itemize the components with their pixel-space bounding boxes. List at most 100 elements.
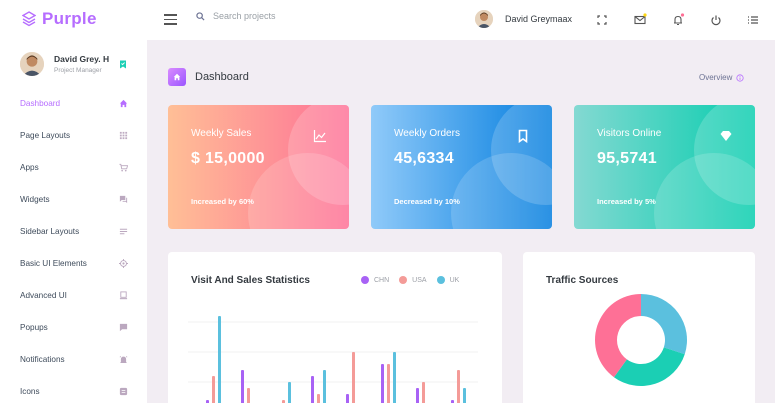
bar-chn-7[interactable] bbox=[416, 388, 419, 403]
bar-usa-7[interactable] bbox=[422, 382, 425, 403]
donut-slice-0[interactable] bbox=[641, 294, 687, 355]
bar-uk-3[interactable] bbox=[288, 382, 291, 403]
bar-uk-1[interactable] bbox=[218, 316, 221, 403]
legend-dot bbox=[436, 276, 445, 284]
lines-icon bbox=[119, 228, 128, 234]
bar-usa-2[interactable] bbox=[247, 388, 250, 403]
power-icon[interactable] bbox=[709, 13, 723, 27]
search-input[interactable] bbox=[213, 11, 373, 21]
brand[interactable]: Purple bbox=[22, 9, 97, 29]
bar-chn-4[interactable] bbox=[311, 376, 314, 403]
sidebar-profile[interactable]: David Grey. H Project Manager bbox=[20, 52, 130, 76]
legend-dot bbox=[361, 276, 369, 284]
profile-role: Project Manager bbox=[54, 67, 102, 74]
sidebar-item-basic-ui-elements[interactable]: Basic UI Elements bbox=[20, 256, 128, 270]
chart-legend: CHN USA UK bbox=[361, 276, 469, 284]
page-header: Dashboard bbox=[168, 68, 249, 86]
crosshair-icon bbox=[119, 258, 128, 268]
stat-subtext: Decreased by 10% bbox=[394, 197, 460, 206]
chart-line-icon bbox=[313, 130, 326, 143]
mail-icon[interactable] bbox=[633, 13, 647, 27]
brand-logo-icon bbox=[22, 11, 36, 27]
diamond-icon bbox=[720, 131, 732, 141]
legend-item-usa[interactable]: USA bbox=[399, 276, 427, 284]
bar-chn-8[interactable] bbox=[451, 400, 454, 403]
stat-card-weekly-orders: Weekly Orders 45,6334 Decreased by 10% bbox=[371, 105, 552, 229]
list-icon[interactable] bbox=[746, 13, 760, 27]
stat-title: Weekly Sales bbox=[191, 128, 252, 139]
bar-usa-1[interactable] bbox=[212, 376, 215, 403]
donut-slice-1[interactable] bbox=[613, 347, 685, 386]
stat-value: 45,6334 bbox=[394, 150, 454, 167]
bar-chn-1[interactable] bbox=[206, 400, 209, 403]
sidebar-item-popups[interactable]: Popups bbox=[20, 320, 128, 334]
bookmark-check-icon bbox=[120, 60, 126, 69]
bookmark-icon bbox=[518, 129, 528, 143]
sidebar-item-label: Notifications bbox=[20, 354, 65, 364]
sidebar-item-label: Page Layouts bbox=[20, 130, 71, 140]
apps-grid-icon bbox=[119, 131, 128, 139]
sidebar-item-page-layouts[interactable]: Page Layouts bbox=[20, 128, 128, 142]
page-title: Dashboard bbox=[195, 71, 249, 83]
visit-sales-bar-chart bbox=[188, 316, 478, 403]
sidebar-item-advanced-ui[interactable]: Advanced UI bbox=[20, 288, 128, 302]
fullscreen-icon[interactable] bbox=[595, 13, 609, 27]
stat-subtext: Increased by 60% bbox=[191, 197, 254, 206]
legend-label: USA bbox=[412, 276, 427, 284]
brand-name: Purple bbox=[42, 9, 97, 28]
sidebar-item-notifications[interactable]: Notifications bbox=[20, 352, 128, 366]
donut-slice-2[interactable] bbox=[595, 294, 641, 378]
sidebar-item-widgets[interactable]: Widgets bbox=[20, 192, 128, 206]
bar-usa-8[interactable] bbox=[457, 370, 460, 403]
top-user-menu[interactable]: David Greymaax bbox=[475, 10, 572, 28]
sidebar-item-label: Advanced UI bbox=[20, 290, 67, 300]
chat-icon bbox=[119, 195, 128, 203]
sidebar-item-label: Icons bbox=[20, 386, 40, 396]
bar-chn-2[interactable] bbox=[241, 370, 244, 403]
bar-chn-6[interactable] bbox=[381, 364, 384, 403]
menu-toggle-button[interactable] bbox=[164, 14, 177, 25]
stat-value: $ 15,0000 bbox=[191, 150, 265, 167]
info-circle-icon bbox=[736, 73, 744, 82]
search-icon bbox=[196, 11, 205, 21]
home-icon bbox=[119, 99, 128, 107]
overview-label: Overview bbox=[699, 73, 733, 82]
stat-title: Weekly Orders bbox=[394, 128, 460, 139]
sidebar-item-dashboard[interactable]: Dashboard bbox=[20, 96, 128, 110]
stat-title: Visitors Online bbox=[597, 128, 662, 139]
legend-label: CHN bbox=[374, 276, 390, 284]
traffic-sources-panel: Traffic Sources bbox=[523, 252, 755, 403]
bar-uk-6[interactable] bbox=[393, 352, 396, 403]
sidebar-item-label: Widgets bbox=[20, 194, 50, 204]
bar-usa-3[interactable] bbox=[282, 400, 285, 403]
stat-value: 95,5741 bbox=[597, 150, 657, 167]
bar-uk-4[interactable] bbox=[323, 370, 326, 403]
sidebar-item-label: Dashboard bbox=[20, 98, 61, 108]
overview-link[interactable]: Overview bbox=[699, 73, 744, 82]
legend-item-uk[interactable]: UK bbox=[436, 276, 460, 284]
bell-icon[interactable] bbox=[671, 13, 685, 27]
stat-card-visitors-online: Visitors Online 95,5741 Increased by 5% bbox=[574, 105, 755, 229]
legend-label: UK bbox=[449, 276, 460, 284]
bar-usa-5[interactable] bbox=[352, 352, 355, 403]
top-user-name: David Greymaax bbox=[505, 14, 573, 24]
cart-icon bbox=[119, 163, 128, 171]
bar-usa-6[interactable] bbox=[387, 364, 390, 403]
bar-usa-4[interactable] bbox=[317, 394, 320, 403]
visit-sales-panel: Visit And Sales Statistics CHN USA UK bbox=[168, 252, 502, 403]
sidebar-item-sidebar-layouts[interactable]: Sidebar Layouts bbox=[20, 224, 128, 238]
monitor-icon bbox=[119, 290, 128, 299]
sidebar-item-apps[interactable]: Apps bbox=[20, 160, 128, 174]
sidebar-item-icons[interactable]: Icons bbox=[20, 384, 128, 398]
legend-item-chn[interactable]: CHN bbox=[361, 276, 389, 284]
page-home-badge bbox=[168, 68, 186, 86]
top-avatar bbox=[475, 10, 493, 28]
traffic-title: Traffic Sources bbox=[546, 275, 619, 286]
sidebar-item-label: Basic UI Elements bbox=[20, 258, 87, 268]
profile-avatar bbox=[20, 52, 44, 76]
visit-chart-title: Visit And Sales Statistics bbox=[191, 275, 310, 286]
bar-chn-5[interactable] bbox=[346, 394, 349, 403]
topbar: Purple David Greymaax bbox=[0, 0, 775, 40]
bar-uk-8[interactable] bbox=[463, 388, 466, 403]
traffic-donut-chart bbox=[595, 294, 687, 386]
